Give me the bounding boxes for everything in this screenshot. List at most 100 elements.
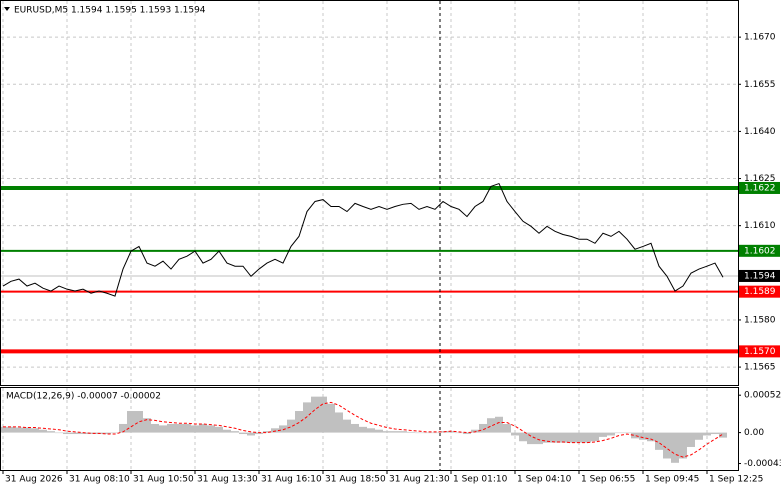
level-label-box: [739, 285, 780, 298]
level-label: 1.1570: [744, 347, 776, 357]
macd-bar: [455, 432, 463, 434]
macd-bar: [607, 432, 615, 436]
macd-bar: [543, 432, 551, 443]
x-tick-label: 31 Aug 21:30: [389, 475, 450, 485]
macd-bar: [487, 418, 495, 433]
x-tick-label: 1 Sep 04:10: [517, 475, 572, 485]
macd-bar: [599, 432, 607, 437]
level-label: 1.1622: [744, 183, 776, 193]
level-label: 1.1589: [744, 287, 776, 297]
macd-bar: [159, 425, 167, 433]
macd-bar: [255, 432, 263, 435]
macd-bar: [231, 431, 239, 433]
macd-bar: [111, 432, 119, 434]
macd-bar: [103, 432, 111, 435]
x-tick-label: 31 Aug 16:10: [261, 475, 322, 485]
macd-bar: [479, 423, 487, 433]
macd-bar: [359, 426, 367, 433]
level-label: 1.1602: [744, 246, 776, 256]
macd-bar: [583, 432, 591, 443]
macd-bar: [399, 431, 407, 433]
macd-bar: [239, 432, 247, 435]
y-tick-label: 1.1670: [744, 33, 776, 43]
macd-bar: [39, 429, 47, 433]
macd-bar: [223, 429, 231, 433]
level-label-box: [739, 345, 780, 358]
macd-bar: [647, 432, 655, 442]
macd-bar: [535, 432, 543, 445]
macd-bar: [447, 431, 455, 433]
macd-bar: [23, 427, 31, 433]
macd-bar: [503, 423, 511, 433]
x-tick-label: 1 Sep 01:10: [453, 475, 508, 485]
macd-bar: [559, 432, 567, 443]
macd-bar: [119, 423, 127, 433]
macd-bar: [383, 431, 391, 433]
y-tick-label: 1.1610: [744, 221, 776, 231]
macd-bar: [631, 432, 639, 439]
macd-frame: [0, 387, 739, 471]
macd-bar: [31, 428, 39, 433]
macd-bar: [135, 411, 143, 433]
macd-bar: [287, 419, 295, 433]
macd-bar: [375, 429, 383, 433]
macd-bar: [719, 432, 727, 438]
x-tick-label: 31 Aug 13:30: [197, 475, 258, 485]
macd-bar: [527, 432, 535, 445]
macd-bar: [367, 428, 375, 433]
macd-bar: [271, 428, 279, 433]
macd-bar: [199, 423, 207, 433]
y-tick-label: 0.00: [744, 428, 764, 438]
macd-bar: [679, 432, 687, 459]
macd-bar: [575, 432, 583, 443]
macd-bar: [0, 426, 7, 433]
macd-bar: [15, 427, 23, 433]
macd-bar: [247, 432, 255, 436]
signal-line: [3, 401, 724, 458]
chart-title: EURUSD,M5 1.1594 1.1595 1.1593 1.1594: [14, 6, 206, 16]
bid-label-box: [739, 269, 780, 282]
x-tick-label: 31 Aug 18:50: [325, 475, 386, 485]
x-tick-label: 31 Aug 2026: [5, 475, 63, 485]
macd-bar: [191, 425, 199, 433]
macd-bar: [295, 411, 303, 433]
x-tick-label: 31 Aug 10:50: [133, 475, 194, 485]
macd-bar: [623, 432, 631, 434]
macd-bar: [215, 426, 223, 433]
macd-bar: [519, 432, 527, 442]
macd-bar: [207, 425, 215, 433]
macd-bar: [431, 432, 439, 434]
macd-bar: [319, 396, 327, 433]
macd-bar: [279, 425, 287, 433]
macd-bar: [711, 432, 719, 435]
macd-bar: [167, 423, 175, 433]
y-tick-label: 1.1580: [744, 315, 776, 325]
macd-bar: [439, 431, 447, 433]
macd-bar: [471, 429, 479, 433]
y-tick-label: 1.1625: [744, 174, 776, 184]
x-tick-label: 1 Sep 09:45: [645, 475, 699, 485]
macd-bar: [511, 432, 519, 436]
macd-bar: [391, 431, 399, 433]
y-tick-label: 1.1640: [744, 127, 776, 137]
macd-bar: [615, 432, 623, 434]
y-tick-label: 1.1655: [744, 80, 776, 90]
macd-bar: [687, 432, 695, 447]
macd-bar: [47, 431, 55, 433]
menu-icon: [4, 7, 10, 11]
macd-bar: [423, 432, 431, 434]
level-label-box: [739, 244, 780, 257]
y-tick-label: 0.00052: [744, 391, 781, 401]
macd-bar: [303, 402, 311, 433]
macd-bar: [663, 432, 671, 459]
macd-bar: [567, 432, 575, 443]
macd-bar: [639, 432, 647, 440]
macd-bar: [127, 411, 135, 433]
macd-bar: [655, 432, 663, 450]
macd-bar: [311, 396, 319, 433]
x-tick-label: 31 Aug 08:10: [69, 475, 130, 485]
macd-bar: [63, 432, 71, 435]
macd-bar: [591, 432, 599, 442]
macd-bar: [415, 432, 423, 434]
